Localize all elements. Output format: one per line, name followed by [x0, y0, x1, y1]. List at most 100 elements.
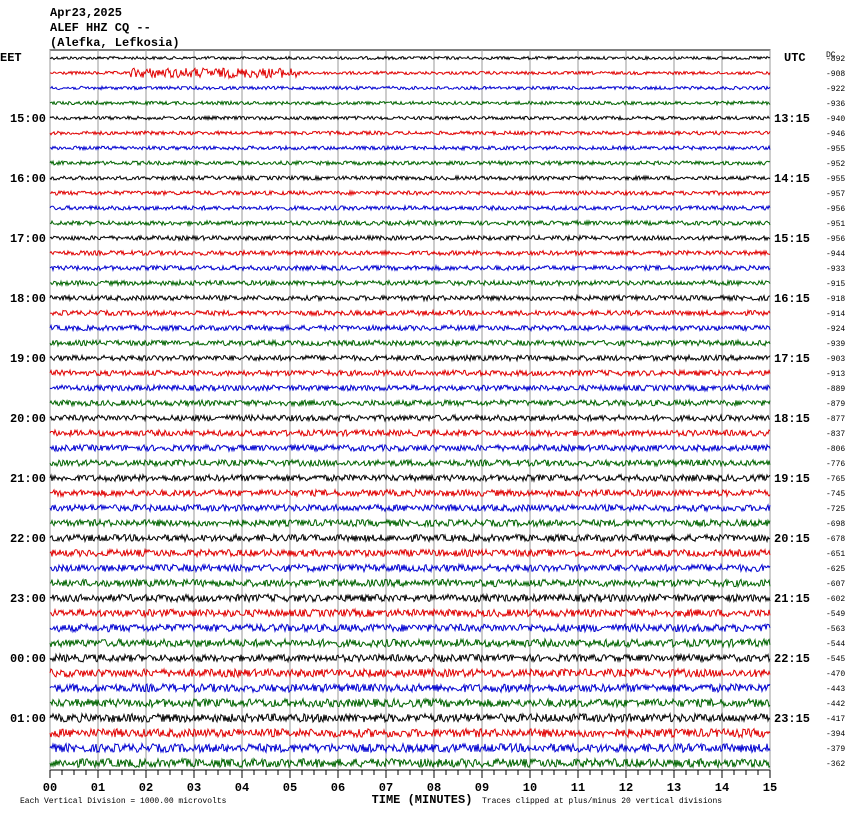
offset-label: -955 — [826, 175, 845, 184]
offset-label: -806 — [826, 445, 845, 454]
offset-label: -939 — [826, 340, 845, 349]
trace — [49, 711, 771, 724]
offset-label: -915 — [826, 280, 845, 289]
offset-label: -952 — [826, 160, 845, 169]
offset-title: DC — [826, 51, 836, 60]
offset-label: -879 — [826, 400, 845, 409]
right-time-label: 21:15 — [774, 592, 810, 606]
trace — [49, 562, 771, 574]
offset-label: -442 — [826, 700, 845, 709]
offset-label: -933 — [826, 265, 845, 274]
left-time-label: 23:00 — [10, 592, 46, 606]
x-tick-label: 02 — [139, 781, 153, 795]
x-tick-label: 11 — [571, 781, 585, 795]
trace — [49, 727, 771, 739]
trace — [49, 577, 771, 589]
trace — [49, 622, 771, 634]
trace — [49, 383, 771, 393]
offset-label: -725 — [826, 505, 845, 514]
scale-note: Each Vertical Division = 1000.00 microvo… — [20, 797, 227, 806]
left-time-label: 15:00 — [10, 112, 46, 126]
offset-label: -563 — [826, 625, 845, 634]
trace — [49, 99, 771, 107]
offset-label: -470 — [826, 670, 845, 679]
offset-label: -602 — [826, 595, 845, 604]
offset-label: -956 — [826, 205, 845, 214]
offset-label: -957 — [826, 190, 845, 199]
trace — [49, 488, 771, 499]
trace — [49, 248, 771, 257]
x-tick-label: 05 — [283, 781, 297, 795]
trace — [49, 458, 771, 468]
trace — [49, 219, 771, 228]
trace — [49, 652, 771, 664]
offset-label: -417 — [826, 715, 845, 724]
right-time-label: 22:15 — [774, 652, 810, 666]
offset-label: -924 — [826, 325, 845, 334]
trace — [49, 233, 771, 242]
offset-label: -936 — [826, 100, 845, 109]
offset-label: -955 — [826, 145, 845, 154]
station: ALEF HHZ CQ -- — [50, 21, 151, 35]
trace — [49, 607, 771, 619]
trace — [49, 398, 771, 408]
right-time-label: 18:15 — [774, 412, 810, 426]
right-axis-title: UTC — [784, 51, 806, 65]
offset-label: -951 — [826, 220, 845, 229]
right-time-label: 20:15 — [774, 532, 810, 546]
offset-label: -922 — [826, 85, 845, 94]
left-time-label: 01:00 — [10, 712, 46, 726]
offset-label: -745 — [826, 490, 845, 499]
offset-label: -776 — [826, 460, 845, 469]
offset-label: -944 — [826, 250, 845, 259]
offset-label: -914 — [826, 310, 845, 319]
trace — [49, 338, 771, 348]
trace — [49, 263, 771, 273]
clipping-note: Traces clipped at plus/minus 20 vertical… — [482, 797, 722, 806]
x-tick-label: 01 — [91, 781, 105, 795]
left-time-label: 19:00 — [10, 352, 46, 366]
offset-label: -625 — [826, 565, 845, 574]
trace — [49, 84, 771, 91]
offset-label: -918 — [826, 295, 845, 304]
trace — [49, 697, 771, 709]
offset-label: -379 — [826, 745, 845, 754]
trace — [49, 756, 771, 770]
offset-label: -889 — [826, 385, 845, 394]
left-time-label: 00:00 — [10, 652, 46, 666]
x-tick-label: 03 — [187, 781, 201, 795]
trace — [49, 54, 771, 61]
offset-label: -544 — [826, 640, 845, 649]
trace — [49, 129, 771, 137]
x-tick-label: 13 — [667, 781, 681, 795]
trace — [49, 189, 771, 197]
trace — [49, 323, 771, 333]
x-tick-label: 04 — [235, 781, 249, 795]
left-axis-title: EET — [0, 51, 22, 65]
trace — [49, 278, 771, 288]
offset-label: -903 — [826, 355, 845, 364]
trace — [49, 667, 771, 679]
trace — [49, 518, 771, 529]
left-time-label: 20:00 — [10, 412, 46, 426]
x-axis-title: TIME (MINUTES) — [372, 793, 473, 807]
trace — [50, 67, 771, 80]
offset-label: -549 — [826, 610, 845, 619]
offset-label: -678 — [826, 535, 845, 544]
x-tick-label: 07 — [379, 781, 393, 795]
trace — [49, 443, 771, 454]
x-tick-label: 09 — [475, 781, 489, 795]
offset-label: -545 — [826, 655, 845, 664]
offset-label: -765 — [826, 475, 845, 484]
trace — [49, 592, 771, 604]
trace — [49, 413, 770, 423]
offset-label: -394 — [826, 730, 845, 739]
trace — [49, 532, 771, 544]
offset-label: -651 — [826, 550, 845, 559]
trace — [49, 428, 771, 438]
trace — [49, 174, 771, 182]
plot-frame — [49, 49, 771, 771]
offset-label: -892 — [826, 55, 845, 64]
right-time-label: 16:15 — [774, 292, 810, 306]
offset-label: -607 — [826, 580, 845, 589]
